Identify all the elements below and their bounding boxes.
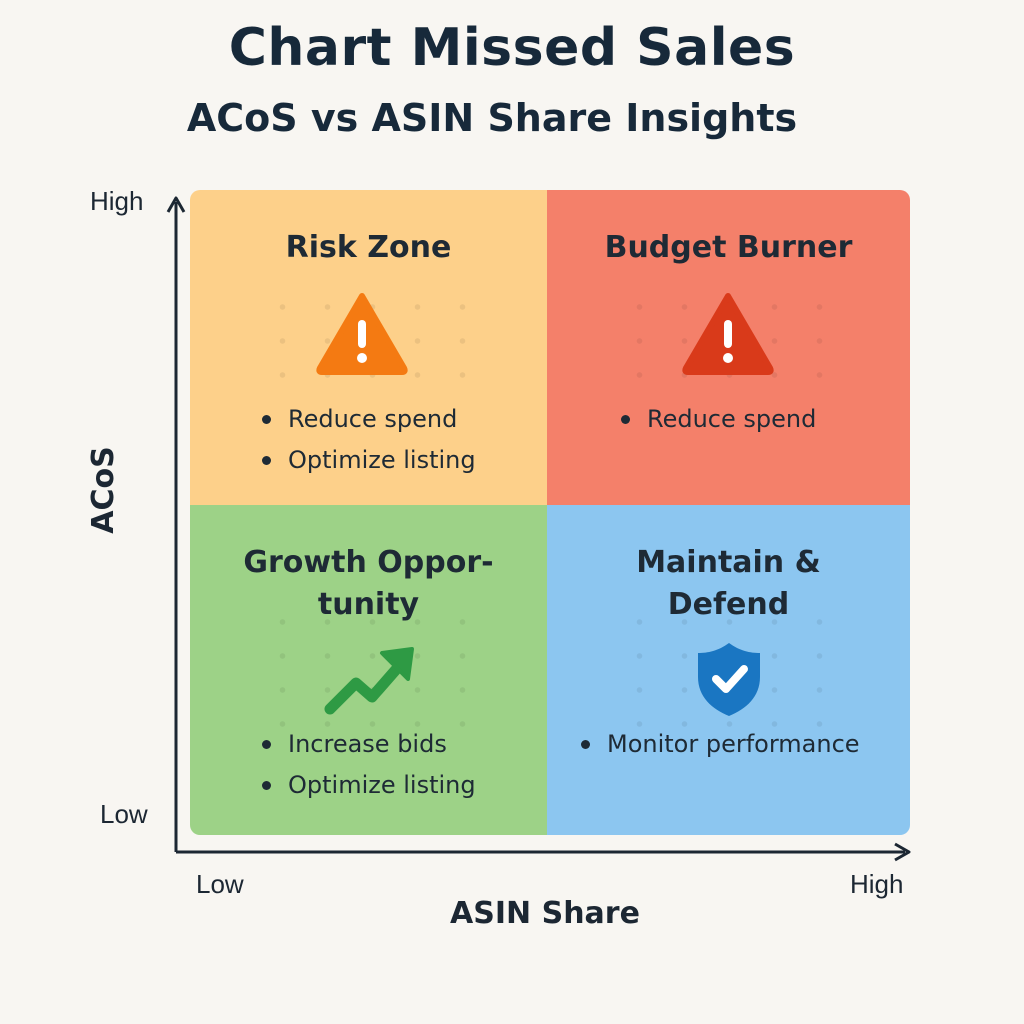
warning-icon [682,293,774,375]
action-list: Reduce spend [621,402,816,443]
x-axis-arrowhead [894,842,911,862]
action-list: Increase bids Optimize listing [262,727,476,809]
quadrant-title-line-2: tunity [317,587,420,622]
list-item: Optimize listing [262,768,476,809]
shield-check-icon [698,643,760,716]
quadrant-title-line-2: Defend [667,587,790,622]
quadrant-growth-opportunity: Growth Oppor- tunity Increase bids Optim… [190,505,547,835]
y-axis-low-label: Low [100,799,148,829]
x-axis-high-label: High [850,869,904,899]
quadrant-matrix: Risk Zone Reduce spend Optimize listing … [190,190,910,835]
quadrant-maintain-defend: Maintain & Defend Monitor performance [547,505,910,835]
quadrant-title-line-1: Maintain & [636,545,821,580]
y-axis-high-label: High [90,186,144,216]
action-list: Monitor performance [581,727,860,768]
list-item: Monitor performance [581,727,860,768]
x-axis-low-label: Low [196,869,244,899]
quadrant-budget-burner: Budget Burner Reduce spend [547,190,910,505]
page-title: Chart Missed Sales [228,18,796,78]
page-subtitle: ACoS vs ASIN Share Insights [186,96,798,140]
y-axis-title: ACoS [86,446,121,534]
list-item: Optimize listing [262,443,476,484]
dot-pattern [260,605,477,735]
quadrant-risk-zone: Risk Zone Reduce spend Optimize listing [190,190,547,505]
y-axis-arrowhead [166,196,186,213]
quadrant-title: Risk Zone [285,230,452,265]
warning-icon [316,293,408,375]
list-item: Reduce spend [621,402,816,443]
action-list: Reduce spend Optimize listing [262,402,476,484]
list-item: Reduce spend [262,402,476,443]
quadrant-title-line-1: Growth Oppor- [243,545,494,580]
quadrant-title: Budget Burner [604,230,853,265]
x-axis-title: ASIN Share [450,896,640,931]
list-item: Increase bids [262,727,476,768]
trending-up-icon [324,647,414,715]
